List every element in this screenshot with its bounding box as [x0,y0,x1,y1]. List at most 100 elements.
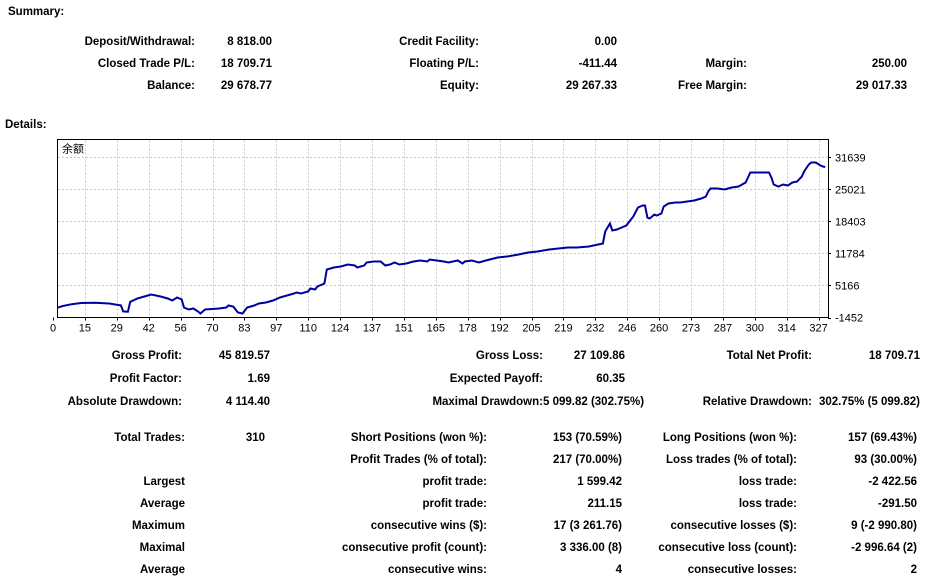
label-cell: Relative Drawdown: [702,395,812,408]
y-axis-labels: -1452 5166 11784 18403 25021 31639 [835,152,866,324]
value-cell: 153 (70.59%) [552,432,622,444]
label-cell: consecutive wins ($): [370,520,487,532]
svg-text:5166: 5166 [835,280,859,292]
value-cell: 4 114.40 [225,395,270,408]
value-cell: 27 109.86 [573,349,625,362]
value-cell: -2 996.64 (2) [851,542,917,554]
balance-chart: 0 15 29 42 56 70 83 97 110 124 137 151 165 178 192 205 2… [45,139,890,341]
svg-text:97: 97 [270,323,282,335]
label-cell: Average [140,564,185,576]
label-cell: Balance: [147,80,195,92]
svg-text:137: 137 [363,323,381,335]
svg-text:11784: 11784 [835,248,865,260]
svg-text:15: 15 [79,323,91,335]
balance-line [57,161,826,315]
label-cell: Gross Profit: [111,349,182,362]
value-cell: 250.00 [871,58,907,70]
value-cell: 4 [615,564,622,576]
label-cell: Closed Trade P/L: [97,58,195,70]
value-cell: 18 709.71 [868,349,920,362]
x-axis-labels: 0 15 29 42 56 70 83 97 110 124 137 151 165 178 192 205 2… [50,323,828,335]
summary-heading: Summary: [8,6,65,18]
svg-text:178: 178 [459,323,477,335]
value-cell: 45 819.57 [218,349,270,362]
chart-frame [57,139,829,318]
label-cell: Maximum [131,520,185,532]
label-cell: Equity: [440,80,479,92]
svg-text:-1452: -1452 [835,313,863,325]
svg-text:246: 246 [618,323,636,335]
value-cell: 3 336.00 (8) [559,542,622,554]
details-heading: Details: [5,119,47,131]
label-cell: consecutive losses ($): [670,520,797,532]
value-cell: 302.75% (5 099.82) [818,395,920,408]
svg-text:314: 314 [778,323,796,335]
value-cell: -291.50 [877,498,917,510]
value-cell: 17 (3 261.76) [553,520,622,532]
svg-text:110: 110 [299,323,317,335]
label-cell: Profit Factor: [109,372,182,385]
label-cell: Average [140,498,185,510]
axis-tick-marks [53,157,831,321]
value-cell: 29 017.33 [855,80,907,92]
value-cell: 9 (-2 990.80) [851,520,917,532]
label-cell: Floating P/L: [409,58,479,70]
value-cell: 29 267.33 [565,80,617,92]
label-cell: Profit Trades (% of total): [350,454,487,466]
value-cell: -411.44 [578,58,617,70]
balance-chart-svg: 0 15 29 42 56 70 83 97 110 124 137 151 165 178 192 205 2… [50,139,866,335]
svg-text:56: 56 [174,323,186,335]
label-cell: Short Positions (won %): [350,432,487,444]
value-cell: 0.00 [594,36,617,48]
svg-text:83: 83 [238,323,250,335]
label-cell: profit trade: [422,476,487,488]
svg-text:165: 165 [427,323,445,335]
svg-text:205: 205 [522,323,540,335]
value-cell: 60.35 [596,372,625,385]
svg-text:260: 260 [650,323,668,335]
label-cell: Maximal Drawdown: [432,395,543,408]
value-cell: 1.69 [247,372,270,385]
value-cell: 310 [245,432,265,444]
label-cell: consecutive losses: [687,564,797,576]
label-cell: consecutive profit (count): [341,542,487,554]
svg-text:70: 70 [206,323,218,335]
svg-text:42: 42 [143,323,155,335]
label-cell: Absolute Drawdown: [67,395,182,408]
value-cell: 5 099.82 (302.75%) [543,395,645,408]
label-cell: Margin: [705,58,747,70]
label-cell: profit trade: [422,498,487,510]
label-cell: Total Trades: [114,432,185,444]
label-cell: consecutive wins: [387,564,487,576]
svg-text:0: 0 [50,323,56,335]
label-cell: Gross Loss: [475,349,543,362]
label-cell: Free Margin: [677,80,747,92]
value-cell: 157 (69.43%) [847,432,917,444]
value-cell: 2 [910,564,917,576]
svg-text:287: 287 [714,323,732,335]
label-cell: Maximal [139,542,185,554]
label-cell: loss trade: [738,476,797,488]
value-cell: 1 599.42 [577,476,622,488]
label-cell: Largest [143,476,185,488]
label-cell: Deposit/Withdrawal: [84,36,195,48]
svg-text:29: 29 [111,323,123,335]
value-cell: 8 818.00 [227,36,272,48]
svg-text:124: 124 [331,323,349,335]
label-cell: Expected Payoff: [449,372,543,385]
value-cell: 217 (70.00%) [552,454,622,466]
label-cell: loss trade: [738,498,797,510]
svg-text:25021: 25021 [835,184,866,196]
label-cell: Long Positions (won %): [662,432,797,444]
value-cell: 211.15 [587,498,622,510]
chart-gridlines [58,140,827,317]
summary-section: Deposit/Withdrawal: 8 818.00 Credit Faci… [0,31,907,97]
svg-text:327: 327 [809,323,827,335]
svg-text:300: 300 [746,323,764,335]
svg-text:219: 219 [554,323,572,335]
svg-text:31639: 31639 [835,152,866,164]
svg-text:151: 151 [395,323,413,335]
chart-series-label: 余额 [62,142,84,156]
label-cell: Credit Facility: [399,36,479,48]
